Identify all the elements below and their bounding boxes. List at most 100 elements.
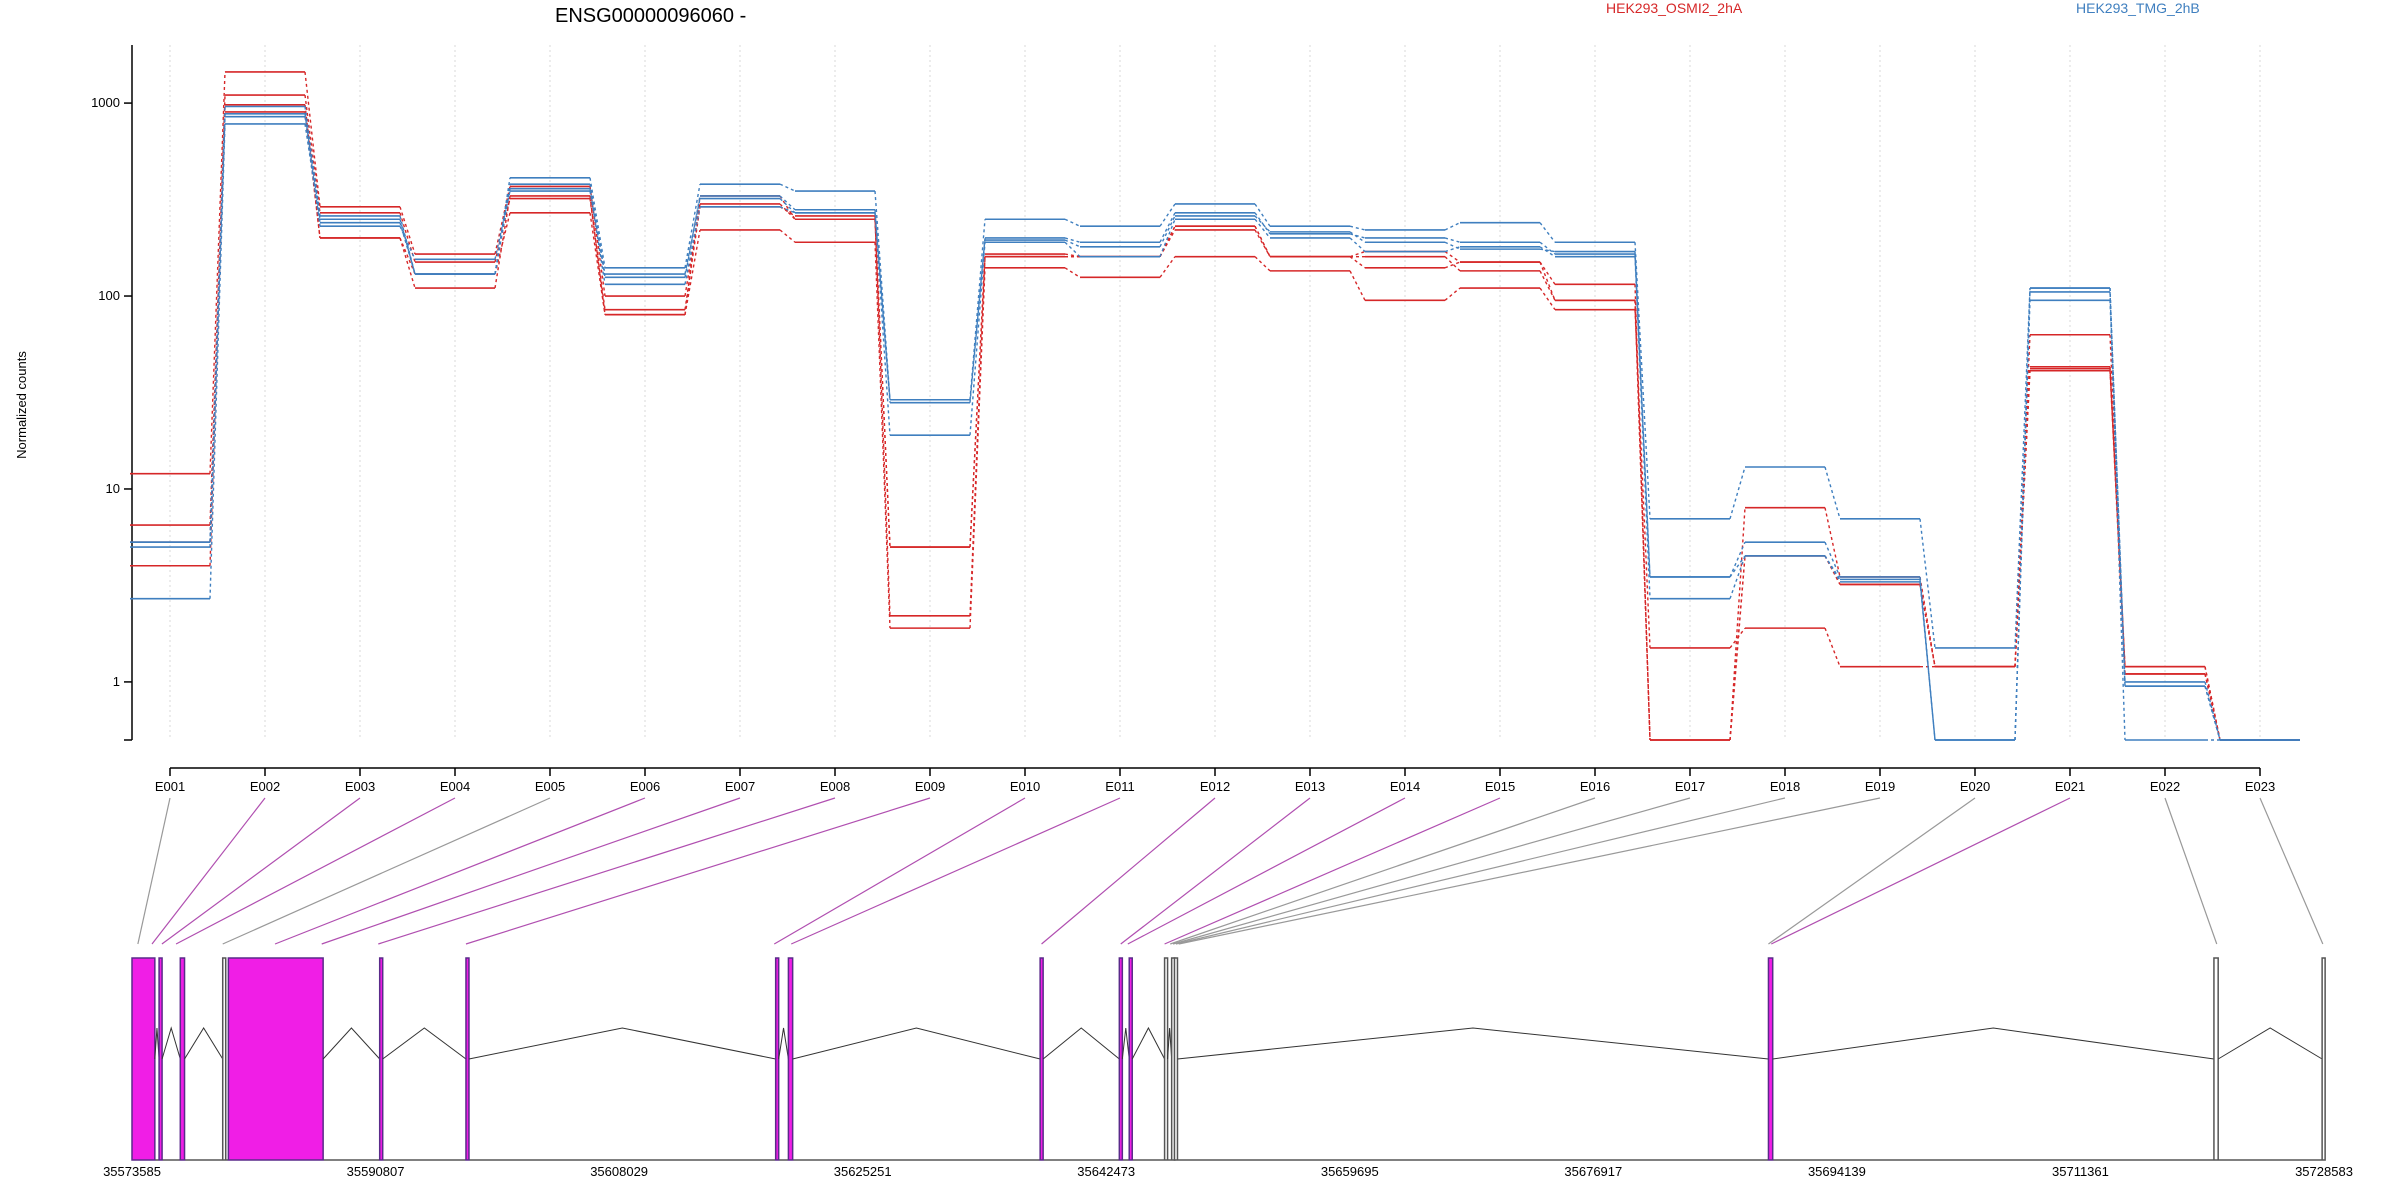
y-axis: 1 10 100 1000 xyxy=(91,45,133,741)
series-connector xyxy=(399,222,416,275)
series-connector xyxy=(1444,222,1461,231)
series-connector xyxy=(874,212,891,400)
series-connector xyxy=(969,267,986,629)
series-connector xyxy=(1729,627,1746,649)
series-connector xyxy=(304,95,321,213)
series-connector xyxy=(589,188,606,285)
series-connector xyxy=(1824,541,1841,578)
series-connector xyxy=(1159,203,1176,227)
series-connector xyxy=(589,198,606,310)
series-connector xyxy=(1539,261,1556,301)
series-connector xyxy=(1824,555,1841,583)
series-tmg-7 xyxy=(130,115,2300,741)
series-connector xyxy=(684,184,701,268)
exon-link-e010 xyxy=(773,797,1026,945)
series-connector xyxy=(969,240,986,400)
series-connector xyxy=(1349,256,1366,269)
series-connector xyxy=(494,188,511,275)
x-tick-label-e023: E023 xyxy=(2245,779,2275,794)
intron-connector xyxy=(322,1027,381,1060)
series-connector xyxy=(1254,212,1271,235)
exon-link-e007 xyxy=(321,797,741,945)
intron-connector xyxy=(1121,1027,1130,1060)
series-connector xyxy=(304,116,321,227)
exon-block xyxy=(227,957,324,1161)
series-connector xyxy=(779,195,796,220)
series-connector xyxy=(684,229,701,315)
series-connector xyxy=(1254,203,1271,227)
exon-link-e020 xyxy=(1768,797,1976,945)
x-tick-label-e010: E010 xyxy=(1010,779,1040,794)
exon-link-e004 xyxy=(175,797,456,945)
series-connector xyxy=(2204,666,2221,741)
series-connector xyxy=(1349,250,1366,258)
series-connector xyxy=(209,95,226,526)
x-tick-label-e012: E012 xyxy=(1200,779,1230,794)
exon-link-e015 xyxy=(1164,797,1501,945)
series-connector xyxy=(1634,242,1651,519)
legend-entry-tmg: HEK293_TMG_2hB xyxy=(2076,0,2200,16)
series-connector xyxy=(1349,233,1366,239)
exon-link-e002 xyxy=(151,797,266,945)
series-connector xyxy=(589,184,606,278)
exon-link-e003 xyxy=(161,797,361,945)
coordinate-label: 35573585 xyxy=(103,1164,161,1179)
exon-block xyxy=(465,957,470,1161)
series-connector xyxy=(2014,368,2031,667)
series-connector xyxy=(874,215,891,616)
series-connector xyxy=(1919,581,1936,741)
exon-block xyxy=(179,957,186,1161)
series-connector xyxy=(209,71,226,474)
x-tick-label-e011: E011 xyxy=(1105,779,1134,794)
intron-connector xyxy=(184,1027,224,1060)
x-tick-label-e019: E019 xyxy=(1865,779,1895,794)
exon-link-e012 xyxy=(1041,797,1216,945)
coordinate-label: 35711361 xyxy=(2052,1164,2109,1179)
series-connector xyxy=(874,242,891,629)
x-tick-label-e004: E004 xyxy=(440,779,470,794)
exon-link-e014 xyxy=(1127,797,1406,945)
series-connector xyxy=(1919,518,1936,649)
x-tick-label-e015: E015 xyxy=(1485,779,1515,794)
series-connector xyxy=(1444,287,1461,301)
series-connector xyxy=(1539,287,1556,311)
series-connector xyxy=(684,198,701,275)
series-connector xyxy=(1444,256,1461,272)
series-connector xyxy=(779,183,796,192)
exon-link-e005 xyxy=(222,797,551,945)
series-connector xyxy=(1824,466,1841,520)
exon-link-e019 xyxy=(1178,797,1881,945)
series-connector xyxy=(1254,215,1271,233)
series-connector xyxy=(1254,229,1271,257)
exon-block xyxy=(221,957,227,1161)
x-tick-label-e017: E017 xyxy=(1675,779,1705,794)
series-connector xyxy=(1539,261,1556,285)
x-tick-label-e021: E021 xyxy=(2055,779,2085,794)
exon-link-e021 xyxy=(1771,797,2071,945)
exon-block xyxy=(1118,957,1124,1161)
intron-connector xyxy=(1131,1026,1166,1060)
y-tick-label: 1000 xyxy=(91,95,120,110)
series-connector xyxy=(684,206,701,285)
series-connector xyxy=(1824,627,1841,667)
series-connector xyxy=(1159,218,1176,257)
intron-connector xyxy=(792,1027,1041,1060)
exon-link-e018 xyxy=(1175,797,1786,945)
series-connector xyxy=(1539,246,1556,258)
x-tick-label-e020: E020 xyxy=(1960,779,1990,794)
series-connector xyxy=(1634,251,1651,577)
x-tick-label-e013: E013 xyxy=(1295,779,1325,794)
x-tick-label-e022: E022 xyxy=(2150,779,2180,794)
series-connector xyxy=(1539,222,1556,243)
coordinate-label: 35625251 xyxy=(834,1164,892,1179)
exon-block xyxy=(158,957,163,1161)
exon-block xyxy=(1173,957,1179,1161)
series-connector xyxy=(1444,241,1461,250)
exon-block xyxy=(131,957,156,1161)
series-connector xyxy=(1444,237,1461,243)
series-connector xyxy=(1729,555,1746,741)
series-connector xyxy=(1064,239,1081,248)
series-connector xyxy=(1254,256,1271,272)
series-connector xyxy=(399,237,416,289)
